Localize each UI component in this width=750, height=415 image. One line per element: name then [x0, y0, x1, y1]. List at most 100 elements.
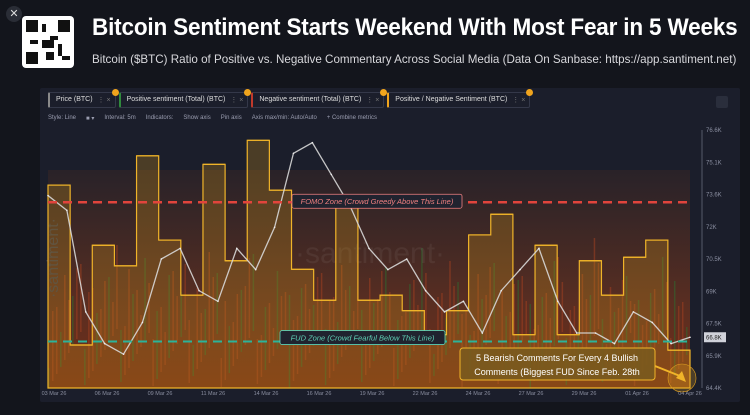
price-point	[254, 268, 257, 271]
volume-bar	[88, 292, 90, 378]
metric-tab-price[interactable]: Price (BTC) ⋮ ×	[48, 89, 119, 108]
volume-bar	[72, 296, 74, 346]
volume-bar	[196, 288, 198, 369]
tab-label: Price (BTC)	[56, 96, 93, 103]
volume-bar	[144, 258, 146, 340]
price-point	[538, 247, 540, 250]
volume-bar	[100, 309, 102, 357]
volume-bar	[352, 311, 355, 336]
volume-bar	[316, 277, 319, 339]
volume-bar	[76, 268, 78, 339]
metric-tab-negative[interactable]: Negative sentiment (Total) (BTC) ⋮ ×	[251, 89, 388, 108]
tab-label: Positive sentiment (Total) (BTC)	[126, 96, 226, 103]
price-point	[651, 321, 654, 324]
x-tick-label: 01 Apr 26	[625, 391, 649, 397]
price-point	[368, 247, 370, 250]
volume-bar	[344, 290, 347, 350]
close-icon[interactable]: ⋮ ×	[366, 97, 380, 104]
volume-bar	[553, 261, 556, 346]
close-icon[interactable]: ⋮ ×	[97, 97, 111, 104]
volume-bar	[132, 294, 134, 361]
volume-bar	[593, 238, 596, 336]
volume-bar	[521, 276, 523, 342]
volume-bar	[581, 274, 584, 357]
y-tick-label: 69K	[706, 289, 717, 295]
volume-bar	[517, 280, 519, 349]
volume-bar	[180, 292, 182, 337]
close-button[interactable]: ✕	[6, 6, 22, 22]
volume-bar	[485, 295, 487, 345]
volume-bar	[120, 330, 122, 382]
volume-bar	[136, 290, 138, 354]
settings-toggle[interactable]	[716, 96, 728, 108]
volume-bar	[637, 300, 640, 379]
price-point	[47, 194, 49, 197]
color-select[interactable]: ■ ▾	[86, 116, 95, 122]
badge-icon	[526, 89, 534, 96]
volume-bar	[128, 269, 130, 368]
volume-bar	[232, 322, 235, 366]
current-price-label: 66.8K	[706, 336, 722, 342]
page-subtitle: Bitcoin ($BTC) Ratio of Positive vs. Neg…	[92, 52, 737, 66]
volume-bar	[212, 277, 215, 341]
volume-bar	[148, 283, 150, 333]
volume-bar	[413, 280, 415, 351]
volume-bar	[300, 288, 303, 367]
volume-bar	[324, 329, 327, 385]
volume-bar	[164, 332, 166, 365]
volume-bar	[677, 306, 680, 369]
metric-tab-positive[interactable]: Positive sentiment (Total) (BTC) ⋮ ×	[118, 89, 252, 108]
close-icon[interactable]: ⋮ ×	[512, 97, 526, 104]
volume-bar	[220, 358, 223, 387]
volume-bar	[453, 286, 455, 341]
volume-bar	[360, 310, 363, 382]
tab-label: Negative sentiment (Total) (BTC)	[259, 96, 362, 103]
volume-bar	[389, 292, 391, 333]
y-tick-label: 75.1K	[706, 160, 722, 166]
volume-bar	[449, 261, 451, 348]
volume-bar	[585, 299, 588, 350]
metric-tab-ratio[interactable]: Positive / Negative Sentiment (BTC) ⋮ ×	[387, 89, 534, 108]
volume-bar	[248, 258, 251, 338]
price-point	[66, 209, 68, 212]
price-point	[273, 226, 276, 229]
x-tick-label: 27 Mar 26	[519, 391, 544, 397]
volume-bar	[60, 332, 62, 367]
price-point	[613, 342, 616, 345]
volume-bar	[276, 271, 279, 349]
volume-bar	[304, 284, 307, 360]
volume-bar	[397, 320, 399, 379]
price-point	[443, 311, 446, 313]
volume-bar	[429, 329, 431, 383]
axis-maxmin-select[interactable]: Axis max/min: Auto/Auto	[251, 115, 317, 121]
volume-bar	[168, 275, 170, 358]
indicators-select[interactable]: Indicators:	[145, 115, 174, 121]
volume-bar	[489, 267, 491, 338]
style-select[interactable]: Style: Line	[48, 115, 77, 121]
volume-bar	[56, 307, 58, 374]
volume-bar	[236, 294, 239, 359]
price-point	[160, 258, 163, 260]
y-tick-label: 70.5K	[706, 257, 722, 263]
volume-bar	[369, 278, 371, 368]
volume-bar	[529, 304, 531, 388]
y-tick-label: 72K	[706, 225, 717, 231]
y-tick-label: 73.6K	[706, 193, 722, 199]
pin-axis-checkbox[interactable]: Pin axis	[220, 115, 242, 121]
combine-metrics-button[interactable]: + Combine metrics	[326, 115, 377, 121]
volume-bar	[669, 338, 672, 383]
show-axis-checkbox[interactable]: Show axis	[183, 115, 211, 121]
badge-icon	[244, 89, 252, 96]
volume-bar	[645, 321, 648, 365]
volume-bar	[477, 274, 479, 359]
close-icon[interactable]: ⋮ ×	[230, 97, 244, 104]
callout-arrow	[654, 365, 681, 377]
x-tick-label: 04 Apr 26	[678, 391, 702, 397]
y-tick-label: 76.6K	[706, 128, 722, 134]
volume-bar	[621, 280, 624, 347]
volume-bar	[481, 299, 483, 352]
interval-select[interactable]: Interval: 5m	[104, 115, 136, 121]
badge-icon	[380, 89, 388, 96]
price-point	[405, 258, 408, 260]
volume-bar	[573, 306, 576, 371]
